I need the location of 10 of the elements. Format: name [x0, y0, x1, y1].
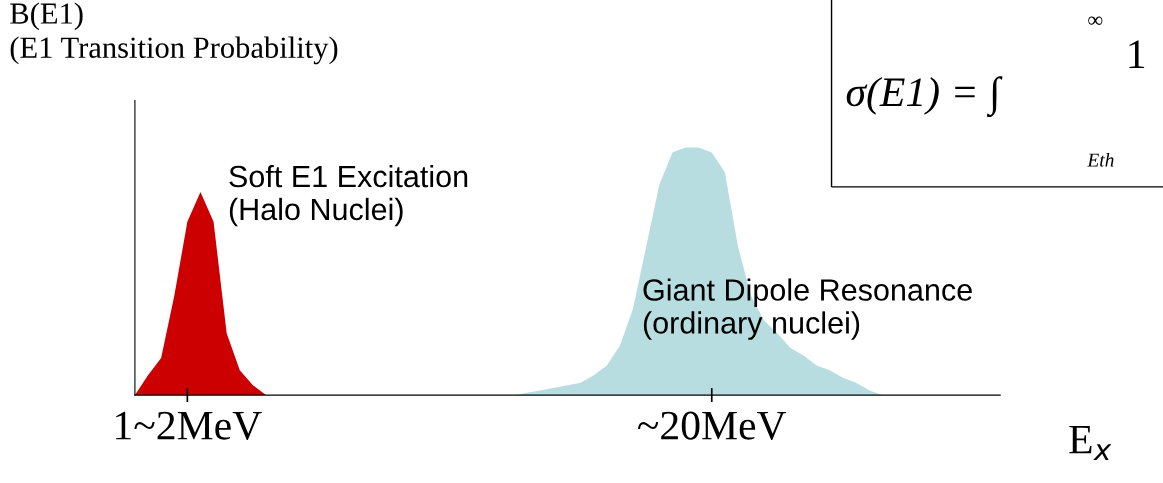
text: Eth	[1087, 152, 1114, 167]
y-axis-title: B(E1) (E1 Transition Probability)	[10, 2, 338, 65]
text: 1	[1129, 40, 1145, 68]
text: σ(E1) = ∫	[846, 76, 1003, 118]
annotation: Giant Dipole Resonance (ordinary nuclei)	[643, 278, 972, 340]
x-tick-label: ~20MeV	[637, 411, 787, 440]
text: ∞	[1088, 16, 1103, 25]
annotation: Soft E1 Excitation (Halo Nuclei)	[229, 164, 468, 227]
x-tick-label: 1~2MeV	[116, 411, 262, 440]
x-axis-title: E$_{x}$	[1069, 425, 1112, 461]
